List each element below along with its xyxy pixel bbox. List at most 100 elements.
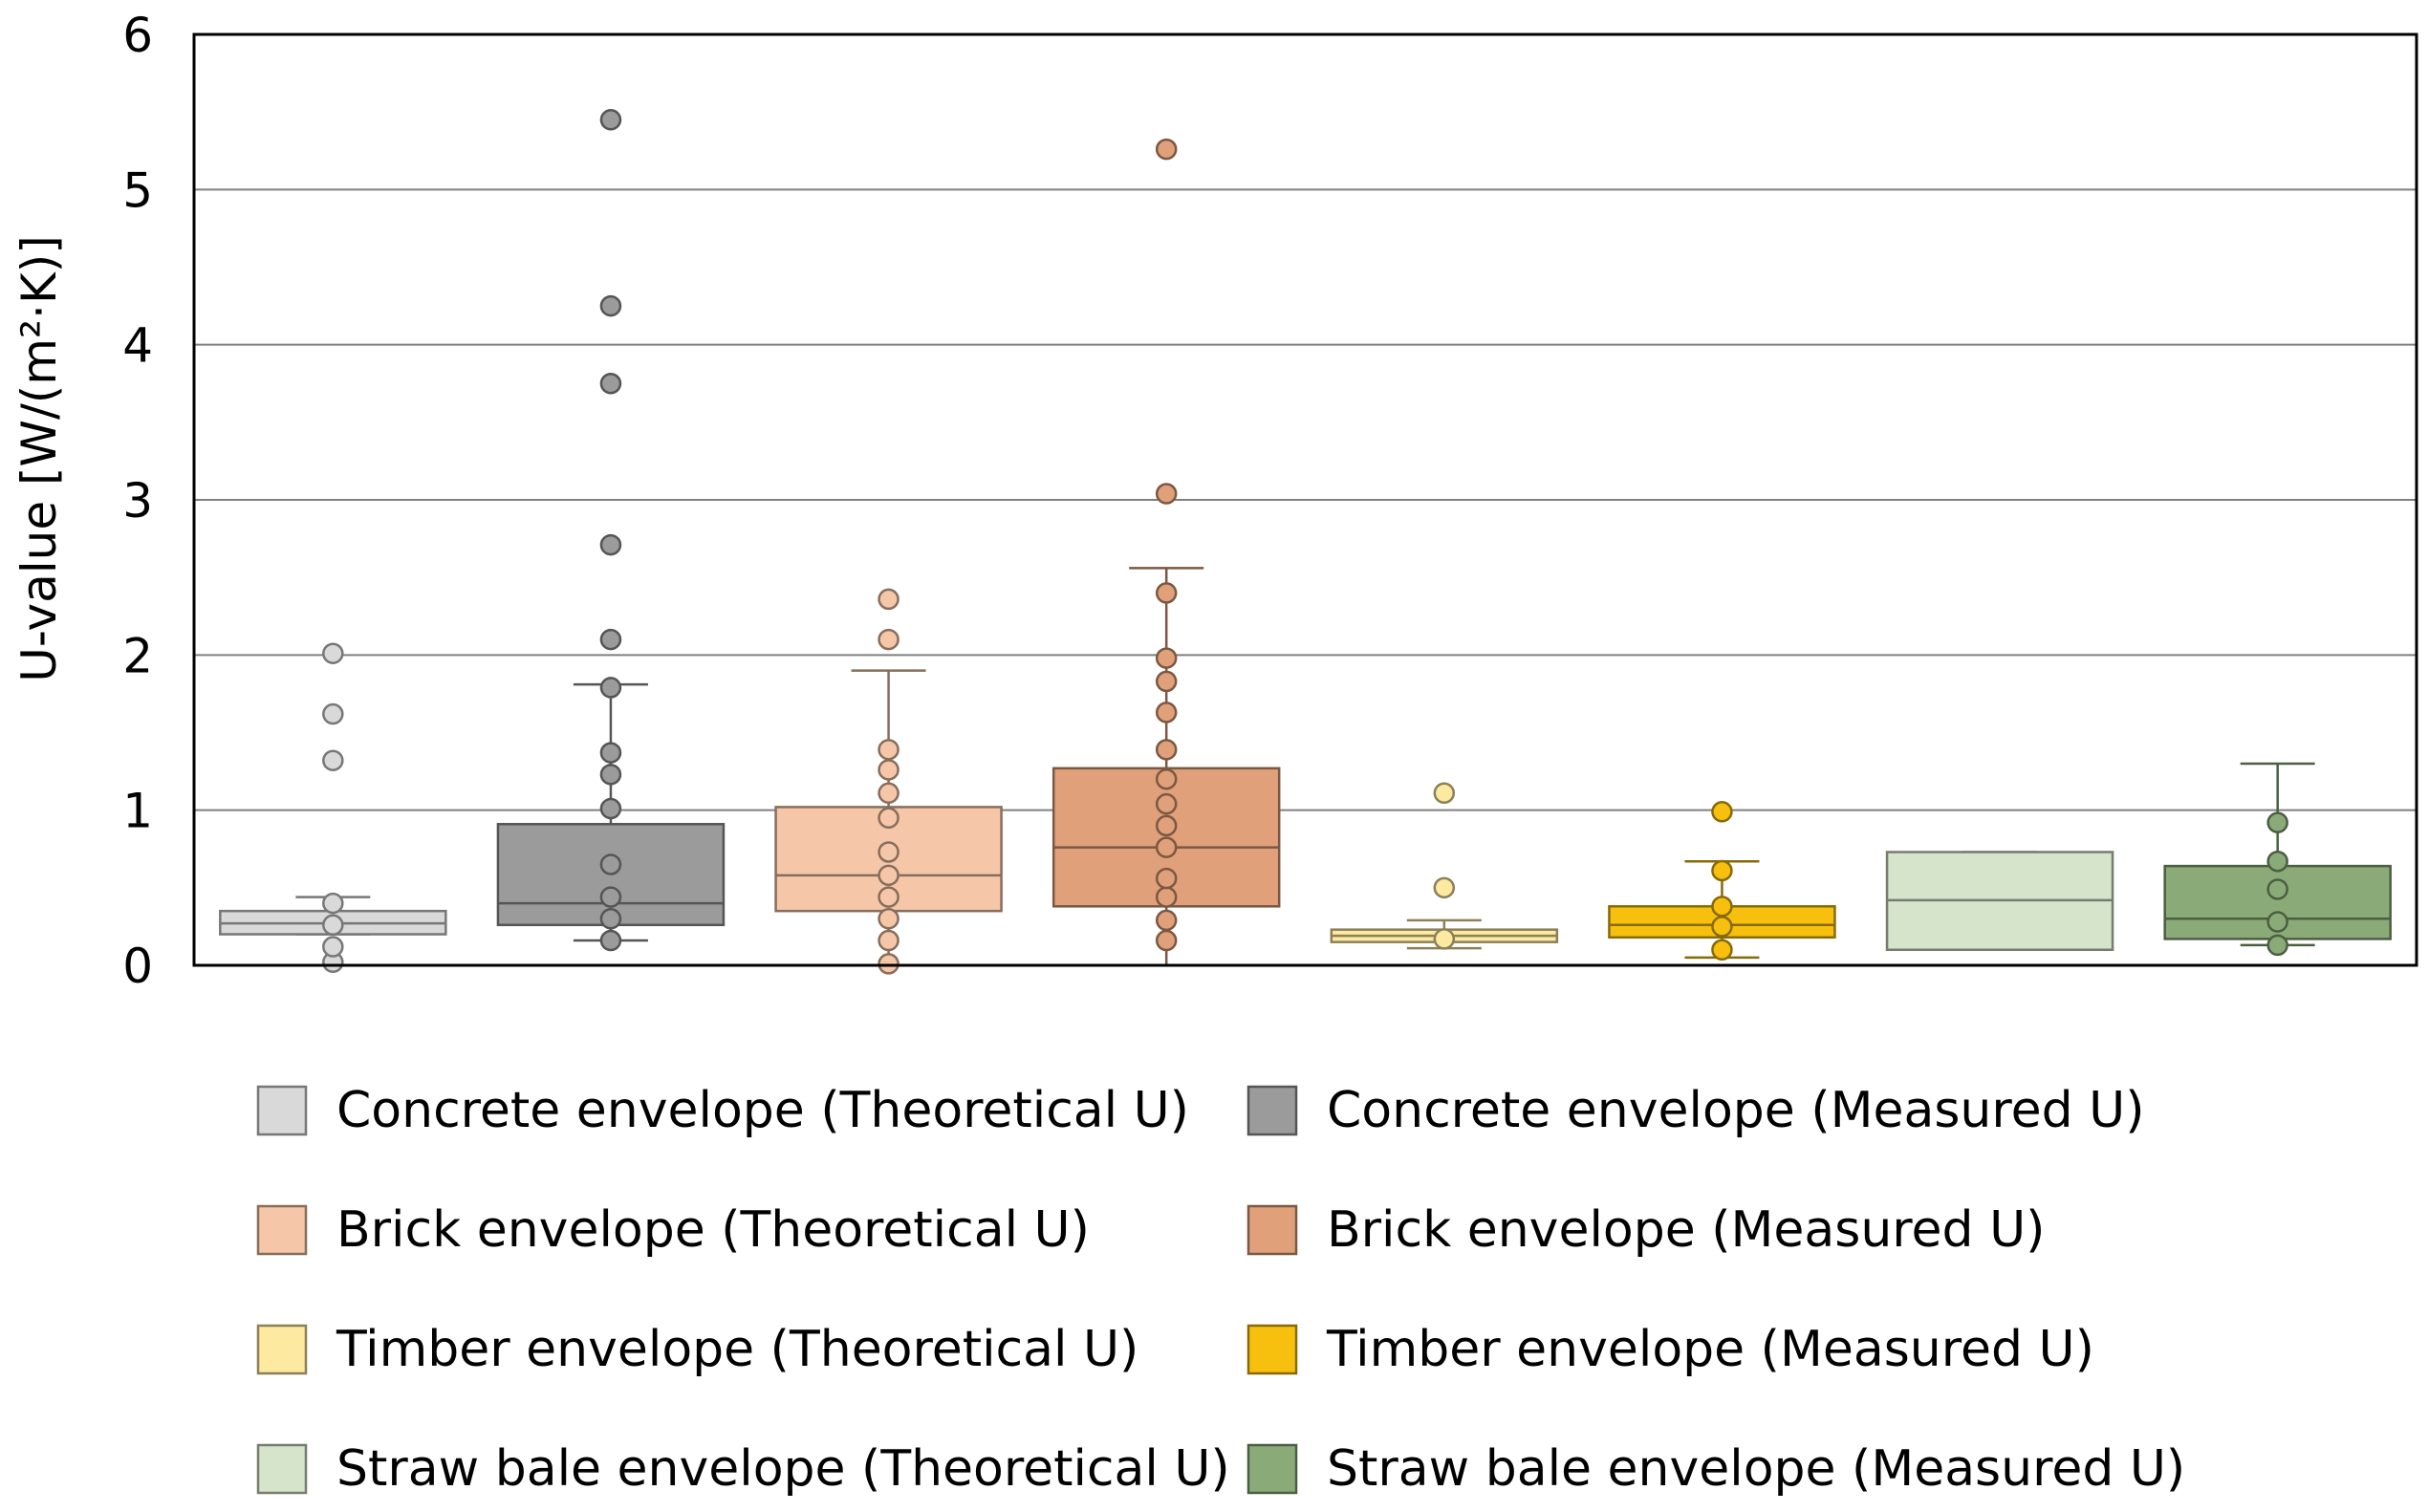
data-point	[1433, 782, 1456, 805]
legend-swatch	[256, 1204, 308, 1256]
y-axis-label: U-value [W/(m²·K)]	[11, 235, 67, 682]
legend-item: Straw bale envelope (Measured U)	[1247, 1440, 2185, 1498]
legend-item: Concrete envelope (Measured U)	[1247, 1082, 2145, 1139]
data-point	[878, 953, 900, 975]
legend-item: Brick envelope (Measured U)	[1247, 1201, 2045, 1259]
data-point	[599, 628, 622, 651]
data-point	[2266, 850, 2288, 873]
data-point	[599, 373, 622, 395]
data-point	[1155, 647, 1178, 669]
y-tick-label: 6	[122, 8, 153, 63]
data-point	[2266, 878, 2288, 900]
legend-label: Straw bale envelope (Measured U)	[1327, 1440, 2185, 1498]
data-point	[322, 702, 344, 725]
legend-swatch	[1247, 1443, 1298, 1495]
data-point	[878, 807, 900, 830]
box-group	[2163, 762, 2392, 957]
data-point	[1155, 814, 1178, 837]
box-group	[496, 109, 726, 952]
y-tick-label: 3	[122, 473, 153, 529]
y-tick-label: 1	[122, 784, 153, 839]
data-point	[1155, 867, 1178, 890]
legend-item: Concrete envelope (Theoretical U)	[256, 1082, 1189, 1139]
plot-frame	[192, 32, 2418, 967]
data-point	[878, 841, 900, 863]
data-point	[878, 588, 900, 611]
data-point	[878, 908, 900, 930]
data-point	[1711, 801, 1733, 823]
box-plots	[219, 109, 2392, 975]
data-point	[1155, 792, 1178, 815]
data-point	[599, 886, 622, 908]
data-point	[322, 642, 344, 664]
y-axis-ticks: 0 1 2 3 4 5 6	[122, 8, 153, 994]
legend: Concrete envelope (Theoretical U) Concret…	[256, 1082, 2185, 1498]
data-point	[322, 936, 344, 958]
legend-swatch	[1247, 1204, 1298, 1256]
box-group	[1330, 782, 1559, 950]
box-group	[774, 588, 1003, 975]
y-tick-label: 0	[122, 939, 153, 994]
legend-swatch	[1247, 1085, 1298, 1136]
data-point	[1155, 702, 1178, 724]
data-point	[1711, 896, 1733, 918]
data-point	[1155, 767, 1178, 790]
legend-label: Straw bale envelope (Theoretical U)	[336, 1440, 1230, 1498]
data-point	[1155, 582, 1178, 604]
legend-item: Brick envelope (Theoretical U)	[256, 1201, 1090, 1259]
legend-item: Timber envelope (Measured U)	[1247, 1321, 2094, 1378]
data-point	[1155, 886, 1178, 908]
legend-swatch	[256, 1324, 308, 1375]
data-point	[322, 892, 344, 915]
box-group	[1885, 851, 2114, 952]
data-point	[1433, 928, 1456, 950]
data-point	[322, 914, 344, 937]
data-point	[599, 764, 622, 786]
data-point	[599, 797, 622, 820]
legend-label: Concrete envelope (Theoretical U)	[336, 1082, 1189, 1139]
legend-label: Timber envelope (Measured U)	[1326, 1321, 2094, 1378]
data-point	[599, 533, 622, 556]
data-point	[1155, 670, 1178, 693]
legend-label: Timber envelope (Theoretical U)	[336, 1321, 1138, 1378]
data-point	[1155, 483, 1178, 505]
data-point	[1155, 909, 1178, 932]
legend-label: Brick envelope (Theoretical U)	[336, 1201, 1090, 1259]
data-point	[2266, 911, 2288, 933]
legend-item: Straw bale envelope (Theoretical U)	[256, 1440, 1230, 1498]
data-point	[878, 628, 900, 651]
data-point	[1433, 876, 1456, 899]
data-point	[2266, 934, 2288, 957]
legend-swatch	[1247, 1324, 1298, 1375]
legend-label: Concrete envelope (Measured U)	[1327, 1082, 2145, 1139]
data-point	[878, 929, 900, 952]
data-point	[1711, 939, 1733, 961]
data-point	[599, 294, 622, 317]
data-point	[878, 739, 900, 761]
data-point	[1711, 859, 1733, 882]
data-point	[1155, 929, 1178, 952]
data-point	[878, 886, 900, 908]
data-point	[1155, 739, 1178, 761]
data-point	[1155, 836, 1178, 858]
legend-swatch	[256, 1085, 308, 1136]
data-point	[599, 908, 622, 930]
data-point	[878, 864, 900, 887]
data-point	[599, 929, 622, 952]
data-point	[878, 782, 900, 805]
data-point	[322, 749, 344, 771]
data-point	[878, 759, 900, 781]
data-point	[599, 109, 622, 131]
box-group	[219, 642, 447, 974]
data-point	[2266, 811, 2288, 833]
data-point	[1155, 138, 1178, 161]
data-point	[1711, 916, 1733, 938]
legend-label: Brick envelope (Measured U)	[1327, 1201, 2045, 1259]
box-group	[1051, 138, 1281, 967]
data-point	[599, 742, 622, 764]
legend-swatch	[256, 1443, 308, 1495]
data-point	[599, 853, 622, 875]
gridlines	[194, 188, 2417, 811]
box-group	[1608, 801, 1836, 961]
